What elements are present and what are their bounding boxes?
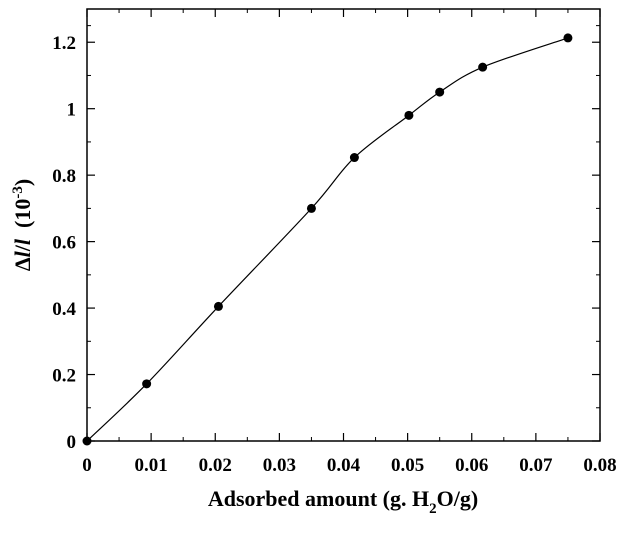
x-tick-label: 0.03 [263,455,296,476]
series-curve [86,37,569,442]
data-point [349,153,359,163]
data-point [306,203,316,213]
y-tick-label: 0.8 [52,166,76,187]
data-point [142,379,152,389]
x-axis-title: Adsorbed amount (g. H2O/g) [208,486,478,517]
data-point [478,62,488,72]
data-point [435,87,445,97]
y-tick-label: 0 [67,432,77,453]
x-tick-label: 0.04 [327,455,361,476]
y-axis-ticks: 0 0.2 0.4 0.6 0.8 1 1.2 [52,25,600,453]
x-tick-label: 0.05 [391,455,424,476]
x-axis-ticks: 0 0.01 0.02 0.03 0.04 0.05 0.06 0.07 0.08 [82,9,617,476]
x-tick-label: 0.01 [135,455,168,476]
y-axis-title: Δl/l (10-3) [10,179,35,271]
x-tick-label: 0 [82,455,92,476]
y-tick-label: 0.4 [52,299,76,320]
x-tick-label: 0.02 [199,455,232,476]
plot-frame [86,8,601,442]
y-tick-label: 1 [67,100,77,121]
data-point [213,301,223,311]
x-tick-label: 0.08 [583,455,616,476]
y-tick-label: 0.2 [52,366,76,387]
x-tick-label: 0.06 [455,455,488,476]
data-point [404,110,414,120]
data-point [563,33,573,43]
y-tick-label: 0.6 [52,233,76,254]
x-tick-label: 0.07 [519,455,553,476]
data-point [82,436,92,446]
y-tick-label: 1.2 [52,33,76,54]
data-points [82,33,573,446]
